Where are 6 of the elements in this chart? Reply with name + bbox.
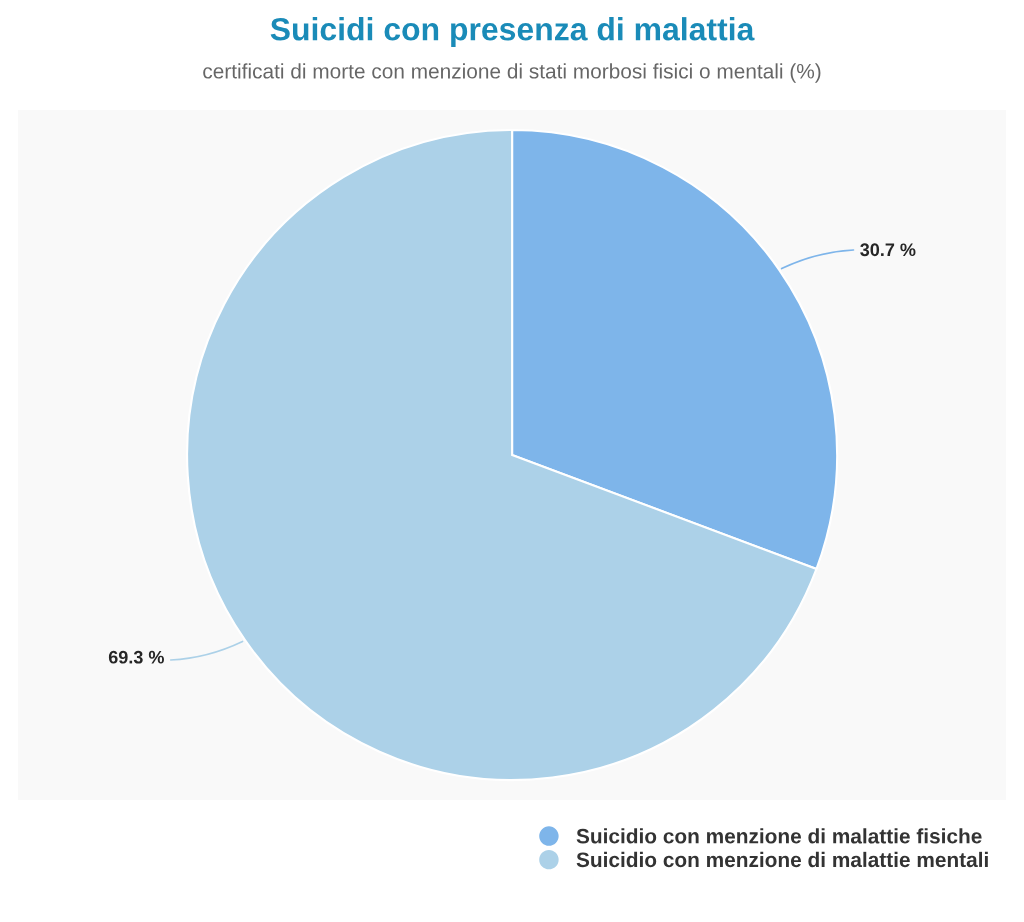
legend-label: Suicidio con menzione di malattie mentali [576, 851, 988, 868]
data-label: 30.7 % [860, 243, 916, 257]
chart-subtitle: certificati di morte con menzione di stati morbosi fisici o mentali (%) [203, 63, 821, 83]
legend-label: Suicidio con menzione di malattie fisiche [576, 828, 982, 844]
chart-title: Suicidi con presenza di malattia [270, 17, 755, 47]
data-label: 69.3 % [108, 650, 164, 664]
